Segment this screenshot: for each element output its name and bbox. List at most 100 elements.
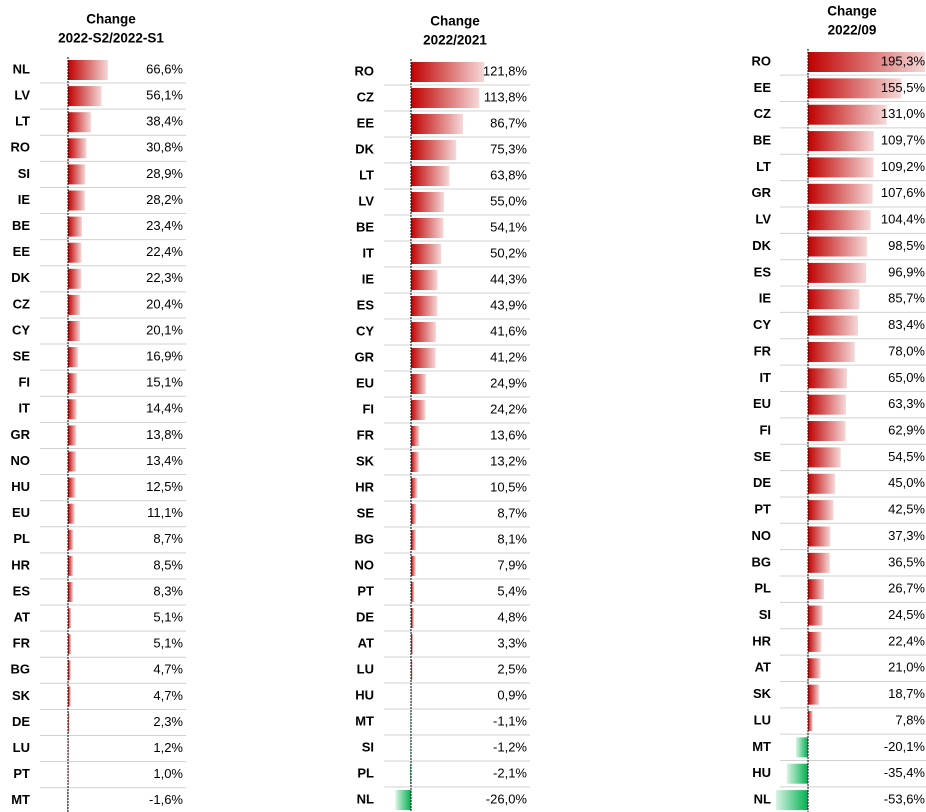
value-label: 18,7% xyxy=(888,686,925,701)
category-label: SK xyxy=(12,688,31,703)
bar xyxy=(411,478,418,498)
bar xyxy=(411,88,480,108)
value-label: 85,7% xyxy=(888,291,925,306)
bar xyxy=(68,686,71,707)
category-label: DE xyxy=(753,475,771,490)
panel-title: Change xyxy=(86,12,136,27)
value-label: 0,9% xyxy=(497,687,527,702)
category-label: DK xyxy=(752,238,771,253)
category-label: CY xyxy=(12,322,30,337)
bar xyxy=(68,477,76,498)
bar xyxy=(411,62,485,82)
bar xyxy=(411,218,444,238)
value-label: 43,9% xyxy=(490,297,527,312)
value-label: 131,0% xyxy=(881,106,926,121)
category-label: SE xyxy=(13,349,31,364)
category-label: DE xyxy=(12,714,30,729)
category-label: DE xyxy=(356,609,374,624)
bar xyxy=(808,157,874,178)
bar xyxy=(68,294,81,315)
value-label: 66,6% xyxy=(146,61,183,76)
panel-subtitle: 2022-S2/2022-S1 xyxy=(58,31,164,46)
category-label: CZ xyxy=(754,106,771,121)
category-label: PL xyxy=(357,765,374,780)
bar xyxy=(808,394,846,415)
value-label: 38,4% xyxy=(146,114,183,129)
value-label: 56,1% xyxy=(146,88,183,103)
value-label: -1,6% xyxy=(149,792,183,807)
bar xyxy=(411,504,417,524)
category-label: GR xyxy=(752,185,772,200)
value-label: 104,4% xyxy=(881,212,926,227)
category-label: IT xyxy=(362,245,374,260)
value-label: 20,4% xyxy=(146,296,183,311)
bar xyxy=(808,183,873,204)
bar xyxy=(395,790,411,810)
value-label: 2,5% xyxy=(497,661,527,676)
bar xyxy=(808,631,822,652)
bar xyxy=(411,374,426,394)
value-label: 13,8% xyxy=(146,427,183,442)
category-label: EU xyxy=(356,375,374,390)
category-label: IE xyxy=(759,291,772,306)
value-label: 65,0% xyxy=(888,370,925,385)
category-label: SE xyxy=(357,505,375,520)
value-label: 16,9% xyxy=(146,349,183,364)
bar xyxy=(68,190,85,211)
bar xyxy=(411,322,436,342)
value-label: -26,0% xyxy=(486,791,528,806)
bar xyxy=(411,400,426,420)
bar xyxy=(68,451,77,472)
value-label: 109,2% xyxy=(881,159,926,174)
value-label: 23,4% xyxy=(146,218,183,233)
category-label: HR xyxy=(752,633,771,648)
value-label: 37,3% xyxy=(888,528,925,543)
value-label: 1,2% xyxy=(153,740,183,755)
category-label: LV xyxy=(14,88,30,103)
bar xyxy=(68,712,70,733)
panel-title: Change xyxy=(430,14,480,29)
bar xyxy=(808,605,823,626)
value-label: 13,2% xyxy=(490,453,527,468)
bar xyxy=(808,210,871,231)
bar xyxy=(68,529,74,550)
bar xyxy=(808,131,874,152)
category-label: SI xyxy=(759,607,771,622)
value-label: 22,4% xyxy=(888,633,925,648)
bar xyxy=(808,52,926,72)
category-label: PL xyxy=(13,531,30,546)
bar xyxy=(808,315,859,336)
category-label: FI xyxy=(362,401,374,416)
value-label: 4,7% xyxy=(153,662,183,677)
bar xyxy=(786,763,808,784)
value-label: 78,0% xyxy=(888,343,925,358)
bar xyxy=(68,660,71,681)
category-label: HR xyxy=(11,557,30,572)
bar xyxy=(411,348,436,368)
category-label: RO xyxy=(752,53,772,68)
value-label: 8,7% xyxy=(497,505,527,520)
bar xyxy=(795,737,808,758)
panel-subtitle: 2022/09 xyxy=(828,23,877,38)
category-label: AT xyxy=(14,610,30,625)
value-label: 14,4% xyxy=(146,401,183,416)
value-label: 63,3% xyxy=(888,396,925,411)
value-label: 22,4% xyxy=(146,244,183,259)
category-label: EU xyxy=(12,505,30,520)
value-label: 36,5% xyxy=(888,554,925,569)
category-label: NO xyxy=(11,453,31,468)
category-label: SI xyxy=(362,739,374,754)
category-label: PL xyxy=(754,581,771,596)
value-label: 63,8% xyxy=(490,167,527,182)
category-label: ES xyxy=(13,583,31,598)
bar xyxy=(411,660,413,680)
bar xyxy=(808,236,868,257)
category-label: FI xyxy=(759,422,771,437)
value-label: 24,2% xyxy=(490,401,527,416)
value-label: 11,1% xyxy=(147,505,183,520)
value-label: 155,5% xyxy=(881,80,926,95)
category-label: NL xyxy=(754,792,771,807)
category-label: SK xyxy=(753,686,772,701)
value-label: 121,8% xyxy=(483,63,528,78)
